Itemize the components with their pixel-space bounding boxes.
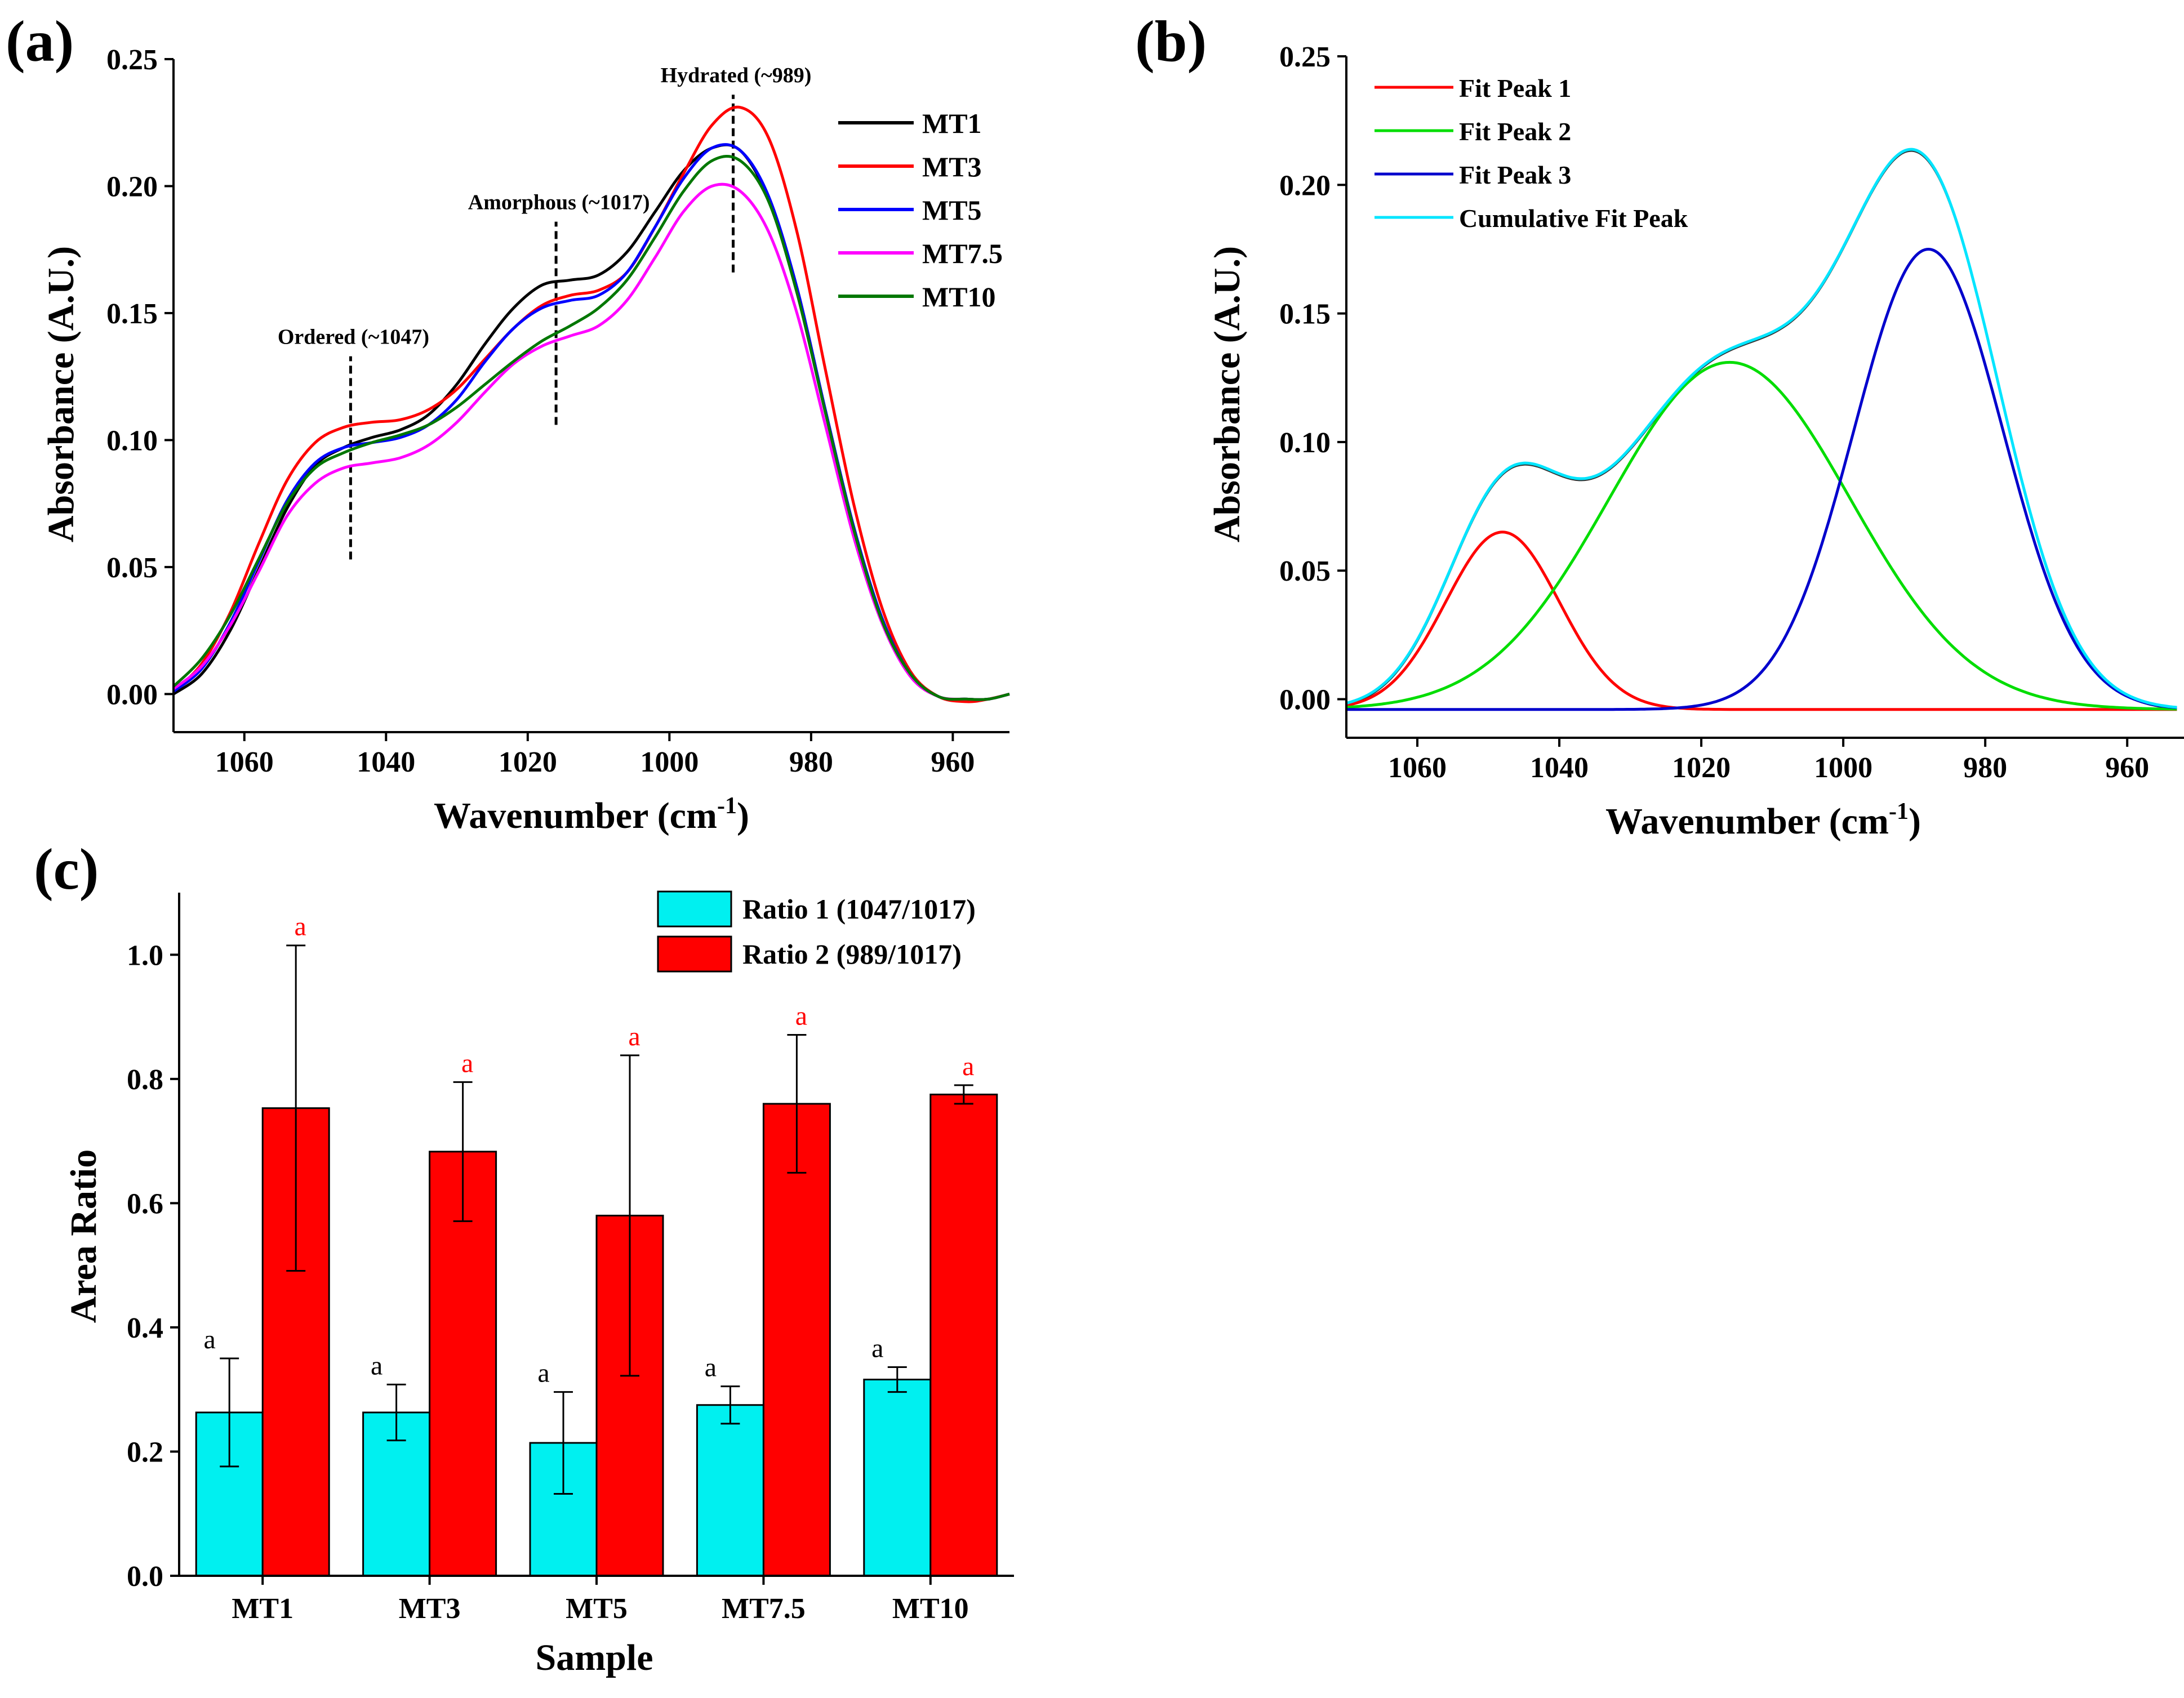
panel-b-x-tick-label: 1000 (1814, 752, 1872, 784)
panel-b-y-tick-label: 0.15 (1279, 298, 1331, 331)
panel-b-x-tick-label: 960 (2105, 752, 2149, 784)
panel-c-bar-ratio-2-989-1017--mt7-5 (762, 1103, 831, 1577)
panel-a-y-ticks: 0.00 0.05 0.10 0.15 0.20 0.25 (106, 44, 174, 711)
panel-c-significance-letter: a (537, 1358, 549, 1388)
panel-c-bars: a a a a a a a a a a (195, 912, 998, 1577)
panel-a-series-lines (172, 105, 1010, 703)
panel-c-legend-swatch-ratio-1-1047-1017- (657, 890, 732, 928)
panel-b-x-ticks: 1060 1040 1020 1000 980 960 (1388, 738, 2149, 784)
panel-a-x-tick-label: 1040 (357, 746, 415, 778)
panel-a-legend-label: MT10 (922, 281, 996, 313)
panel-b-y-tick-label: 0.05 (1279, 555, 1331, 587)
panel-a-y-tick-label: 0.25 (106, 44, 158, 76)
panel-b-fit-lines (1346, 148, 2177, 711)
panel-c-x-ticks: MT1 MT3 MT5 MT7.5 MT10 (232, 1576, 969, 1625)
panel-c-significance-letter: a (962, 1051, 974, 1081)
panel-c-significance-letter: a (204, 1325, 216, 1354)
panel-c-x-tick-label: MT5 (566, 1593, 628, 1625)
panel-b-measured-line (1346, 150, 2177, 710)
panel-b-line-fit-peak-1 (1346, 531, 2177, 711)
panel-c-bar-ratio-2-989-1017--mt10 (929, 1093, 998, 1577)
panel-a-y-tick-label: 0.15 (106, 298, 158, 330)
panel-a-legend: MT1 MT3 MT5 MT7.5 MT10 (838, 108, 1003, 313)
panel-a-x-tick-label: 960 (931, 746, 975, 778)
panel-c-y-tick-label: 0.6 (127, 1188, 163, 1220)
panel-a-legend-label: MT7.5 (922, 238, 1003, 269)
panel-b-x-tick-label: 1040 (1530, 752, 1589, 784)
panel-a-legend-label: MT3 (922, 151, 982, 182)
panel-a-annotation-label: Ordered (~1047) (278, 326, 429, 349)
panel-a-x-tick-label: 1060 (215, 746, 274, 778)
panel-b-peak-fit-chart: (b) 1060 1040 1020 1000 980 960 0.000.050.100… (1135, 9, 2184, 842)
panel-b-line-fit-peak-3 (1346, 247, 2177, 711)
panel-b-legend-label: Cumulative Fit Peak (1459, 204, 1688, 233)
panel-c-significance-letter: a (871, 1333, 883, 1363)
panel-a-legend-label: MT1 (922, 108, 982, 139)
panel-a-y-tick-label: 0.00 (106, 679, 158, 711)
panel-c-bar-ratio-2-989-1017--mt3 (429, 1151, 497, 1577)
panel-c-x-tick-label: MT1 (232, 1593, 293, 1625)
panel-a-y-axis-title: Absorbance (A.U.) (41, 246, 82, 542)
panel-b-y-tick-label: 0.00 (1279, 684, 1331, 716)
panel-c-label: (c) (34, 837, 99, 902)
panel-c-significance-letter: a (371, 1351, 382, 1380)
panel-a-x-tick-label: 1020 (499, 746, 557, 778)
panel-a-x-axis-title: Wavenumber (cm-1) (434, 793, 749, 836)
panel-c-x-tick-label: MT3 (399, 1593, 461, 1625)
panel-c-legend-label: Ratio 2 (989/1017) (742, 938, 962, 970)
panel-c-legend-swatch-ratio-2-989-1017- (657, 935, 732, 973)
panel-b-legend-label: Fit Peak 3 (1459, 161, 1571, 189)
panel-c-x-tick-label: MT10 (892, 1593, 969, 1625)
panel-a-y-tick-label: 0.20 (106, 171, 158, 203)
panel-c-y-tick-label: 0.8 (127, 1064, 163, 1096)
panel-c-x-tick-label: MT7.5 (722, 1593, 806, 1625)
panel-b-legend: Fit Peak 1 Fit Peak 2 Fit Peak 3 Cumulative… (1375, 74, 1688, 233)
panel-c-bar-ratio-1-1047-1017--mt7-5 (696, 1404, 764, 1577)
panel-c-significance-letter: a (295, 912, 306, 942)
panel-b-y-tick-label: 0.25 (1279, 41, 1331, 73)
panel-b-line-fit-peak-2 (1346, 360, 2177, 711)
panel-c-significance-letter: a (705, 1353, 717, 1383)
panel-a-line-mt10 (172, 155, 1010, 701)
panel-a-x-ticks: 1060 1040 1020 1000 980 960 (215, 732, 975, 778)
panel-c-legend-label: Ratio 1 (1047/1017) (742, 893, 976, 925)
panel-b-y-ticks: 0.00 0.05 0.10 0.15 0.20 0.25 (1279, 41, 1346, 716)
panel-b-x-tick-label: 1060 (1388, 752, 1447, 784)
panel-a-annotation-label: Amorphous (~1017) (468, 191, 650, 215)
panel-b-y-axis-title: Absorbance (A.U.) (1207, 246, 1248, 542)
panel-c-significance-letter: a (628, 1022, 640, 1051)
panel-c-y-tick-label: 0.4 (127, 1312, 163, 1344)
panel-b-y-tick-label: 0.10 (1279, 427, 1331, 459)
panel-b-y-tick-label: 0.20 (1279, 170, 1331, 202)
panel-c-legend: Ratio 1 (1047/1017) Ratio 2 (989/1017) (657, 890, 976, 973)
panel-c-y-tick-label: 0.0 (127, 1561, 163, 1593)
panel-c-bar-chart: (c) a a a a a a a a a a MT1 MT3 MT5 MT7.5 MT10 0.0 0.2… (34, 837, 1014, 1678)
panel-b-line-cumulative-fit (1346, 148, 2177, 709)
panel-a-line-chart: (a) Ordered (~1047) Amorphous (~1017) Hydr… (6, 9, 1010, 836)
panel-c-x-axis-title: Sample (535, 1637, 653, 1678)
panel-a-x-tick-label: 980 (789, 746, 833, 778)
panel-c-y-tick-label: 0.2 (127, 1436, 163, 1468)
panel-a-x-tick-label: 1000 (640, 746, 699, 778)
panel-b-legend-label: Fit Peak 2 (1459, 117, 1571, 146)
panel-b-legend-label: Fit Peak 1 (1459, 74, 1571, 102)
panel-b-label: (b) (1135, 9, 1207, 74)
panel-c-significance-letter: a (795, 1001, 807, 1031)
panel-c-significance-letter: a (461, 1048, 473, 1078)
panel-a-label: (a) (6, 9, 74, 74)
panel-a-y-tick-label: 0.10 (106, 425, 158, 457)
panel-a-legend-label: MT5 (922, 194, 982, 226)
panel-b-x-tick-label: 980 (1963, 752, 2007, 784)
panel-c-y-tick-label: 1.0 (127, 939, 163, 971)
panel-b-x-axis-title: Wavenumber (cm-1) (1605, 799, 1921, 842)
panel-a-annotations: Ordered (~1047) Amorphous (~1017) Hydrated… (278, 64, 812, 560)
panel-c-y-axis-title: Area Ratio (63, 1149, 104, 1323)
panel-c-bar-ratio-1-1047-1017--mt10 (863, 1379, 932, 1577)
panel-c-y-ticks: 0.0 0.2 0.4 0.6 0.8 1.0 (127, 939, 179, 1593)
panel-a-y-tick-label: 0.05 (106, 552, 158, 584)
panel-b-x-tick-label: 1020 (1672, 752, 1731, 784)
panel-a-annotation-label: Hydrated (~989) (661, 64, 812, 87)
